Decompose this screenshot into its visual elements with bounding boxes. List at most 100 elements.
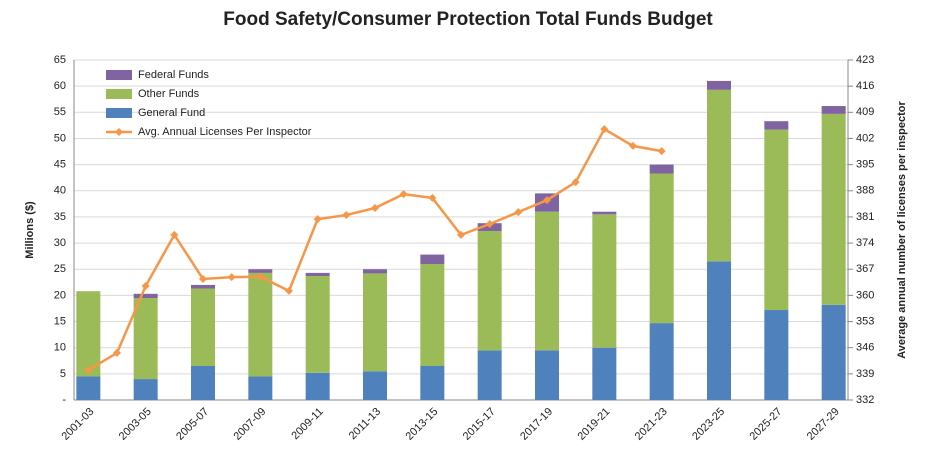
line-marker	[199, 274, 207, 283]
line-marker	[600, 125, 609, 134]
y-tick-label: 40	[54, 185, 66, 197]
bar-segment	[420, 254, 445, 264]
line-marker	[457, 230, 465, 239]
y2-tick-label: 423	[856, 54, 874, 66]
line-marker	[514, 208, 523, 217]
line-marker	[313, 215, 322, 224]
x-tick-label: 2023-25	[690, 406, 727, 443]
bar-segment	[305, 372, 330, 400]
bar-segment	[363, 371, 387, 400]
bar-segment	[649, 323, 674, 400]
y2-tick-label: 367	[856, 263, 874, 275]
legend-marker	[115, 128, 123, 136]
line-marker	[657, 147, 666, 156]
bar-segment	[649, 173, 674, 324]
y-tick-label: 25	[54, 263, 66, 275]
line-marker	[227, 273, 236, 282]
y2-tick-label: 409	[856, 106, 874, 118]
y-tick-label: -	[62, 394, 66, 406]
legend-label: Other Funds	[138, 88, 200, 100]
bar-segment	[305, 276, 330, 373]
x-tick-label: 2007-09	[231, 406, 268, 443]
y-axis-label: Millions ($)	[24, 201, 36, 259]
bar-segment	[133, 293, 158, 298]
bar-segment	[248, 272, 273, 377]
y-tick-label: 60	[54, 80, 66, 92]
y2-tick-label: 395	[856, 159, 874, 171]
line-marker	[285, 286, 293, 295]
line-marker	[170, 230, 179, 239]
y2-tick-label: 374	[856, 237, 874, 249]
x-tick-label: 2027-29	[805, 406, 842, 443]
y2-tick-label: 346	[856, 342, 874, 354]
legend-swatch	[106, 89, 132, 99]
x-tick-label: 2001-03	[59, 406, 96, 443]
x-tick-label: 2013-15	[403, 406, 440, 443]
y2-tick-label: 360	[856, 289, 874, 301]
x-tick-label: 2025-27	[747, 406, 784, 443]
y2-tick-label: 353	[856, 315, 874, 327]
x-tick-label: 2019-21	[575, 406, 612, 443]
legend-swatch	[106, 108, 132, 118]
bar-segment	[821, 304, 846, 400]
x-tick-label: 2009-11	[289, 406, 325, 442]
y2-tick-label: 332	[856, 394, 874, 406]
bar-segment	[191, 366, 215, 400]
bar-segment	[764, 310, 789, 400]
bar-segment	[191, 288, 215, 366]
y-tick-label: 5	[60, 368, 66, 380]
legend-swatch	[106, 70, 132, 80]
legend-label: General Fund	[138, 107, 205, 119]
x-tick-label: 2021-23	[633, 406, 670, 443]
x-tick-label: 2017-19	[518, 406, 555, 443]
line-marker	[256, 272, 265, 281]
bar-segment	[821, 106, 846, 114]
y-tick-label: 65	[54, 54, 66, 66]
bar-segment	[420, 366, 445, 400]
y2-tick-label: 381	[856, 211, 874, 223]
bar-segment	[592, 347, 617, 400]
bar-segment	[305, 272, 330, 277]
line-marker	[399, 190, 408, 199]
bar-segment	[133, 298, 158, 380]
line-marker	[342, 211, 351, 220]
bar-segment	[477, 231, 502, 351]
line-marker	[371, 203, 379, 212]
y-tick-label: 10	[54, 342, 66, 354]
bar-segment	[707, 89, 731, 262]
bar-segment	[76, 291, 101, 377]
line-marker	[428, 193, 437, 202]
bar-segment	[477, 350, 502, 400]
line-marker	[113, 348, 121, 357]
bar-segment	[363, 269, 387, 274]
bar-segment	[248, 269, 273, 273]
bar-segment	[191, 284, 215, 289]
y2-tick-label: 339	[856, 368, 874, 380]
line-marker	[485, 220, 494, 229]
bar-segment	[707, 261, 731, 400]
y-tick-label: 15	[54, 315, 66, 327]
x-tick-label: 2003-05	[117, 406, 154, 443]
line-marker	[543, 196, 551, 205]
bar-segment	[592, 214, 617, 348]
x-tick-label: 2011-13	[347, 406, 383, 442]
bar-segment	[764, 129, 789, 311]
legend-label: Avg. Annual Licenses Per Inspector	[138, 126, 312, 138]
line-marker	[629, 141, 637, 150]
x-tick-label: 2015-17	[461, 406, 498, 443]
y-tick-label: 30	[54, 237, 66, 249]
bar-segment	[707, 80, 731, 90]
bar-segment	[821, 113, 846, 305]
bar-segment	[76, 376, 101, 400]
bar-segment	[764, 121, 789, 130]
bar-segment	[649, 164, 674, 174]
bar-segment	[592, 211, 617, 215]
chart-title: Food Safety/Consumer Protection Total Fu…	[223, 9, 713, 30]
line-marker	[141, 282, 150, 291]
y2-tick-label: 402	[856, 132, 874, 144]
bar-segment	[535, 350, 559, 400]
bar-segment	[248, 376, 273, 400]
y-tick-label: 50	[54, 132, 66, 144]
y-tick-label: 20	[54, 289, 66, 301]
